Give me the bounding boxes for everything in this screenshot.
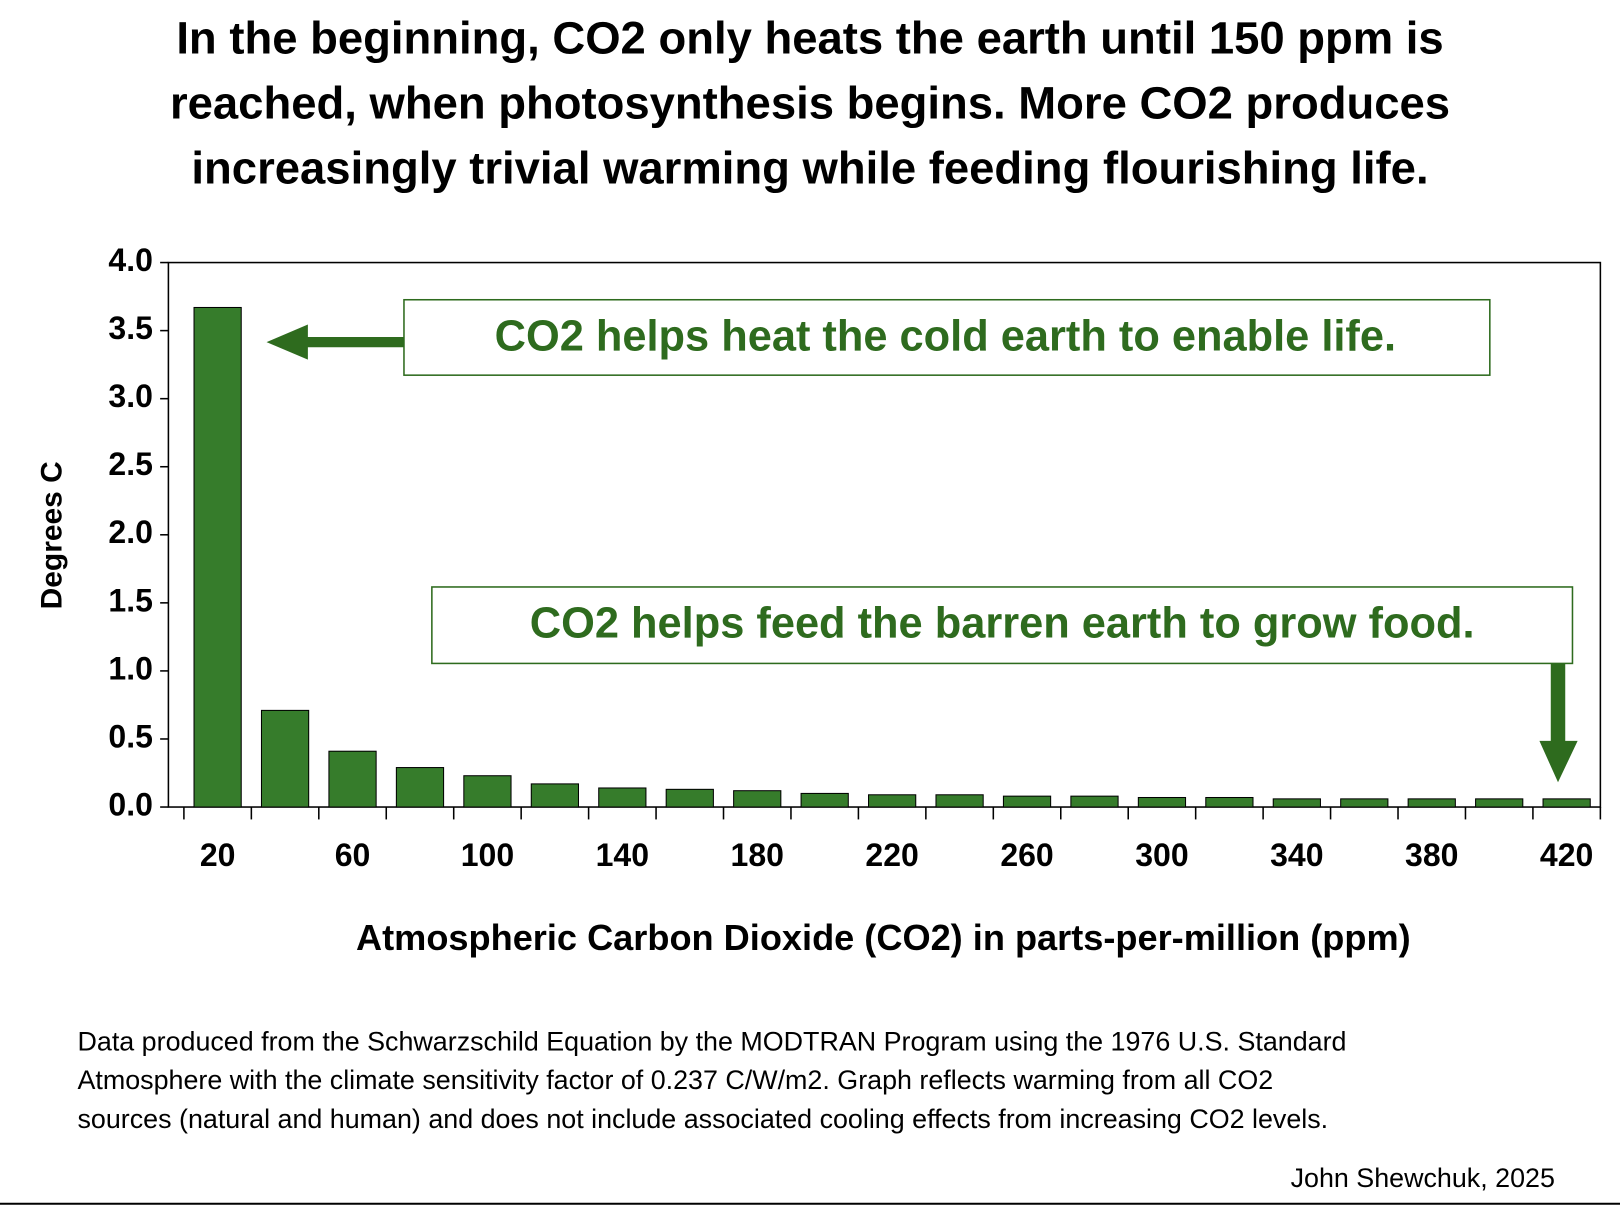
footnote-line: Data produced from the Schwarzschild Equ…	[77, 1027, 1346, 1057]
x-tick-label: 220	[865, 837, 918, 873]
bar	[463, 775, 512, 808]
bar	[1070, 795, 1119, 808]
bar	[1340, 798, 1389, 808]
x-tick-label: 380	[1405, 837, 1458, 873]
y-tick-label: 3.0	[108, 378, 153, 414]
x-tick-label: 340	[1270, 837, 1323, 873]
bar	[665, 788, 714, 808]
bar	[868, 794, 917, 808]
y-tick-label: 2.5	[108, 446, 153, 482]
footnote-line: sources (natural and human) and does not…	[77, 1104, 1328, 1134]
annotation-box	[431, 586, 1574, 665]
bar	[1137, 796, 1187, 808]
annotation: CO2 helps feed the barren earth to grow …	[530, 600, 1475, 648]
y-tick-label: 0.0	[108, 786, 153, 822]
y-axis-label: Degrees C	[36, 461, 69, 609]
title-line: In the beginning, CO2 only heats the ear…	[176, 12, 1443, 63]
x-tick-label: 140	[596, 837, 649, 873]
plot: 0.0 0.5 1.0 1.5 2.0 2.5 3.0 3.5 4.0 20 60 100 140 180…	[108, 242, 1602, 873]
bar	[935, 794, 984, 808]
bar	[598, 787, 647, 808]
annotation: CO2 helps heat the cold earth to enable …	[495, 312, 1396, 360]
credit: John Shewchuk, 2025	[1291, 1163, 1555, 1193]
y-tick-label: 1.0	[108, 650, 153, 686]
title-line: increasingly trivial warming while feedi…	[191, 143, 1428, 194]
bar	[1542, 798, 1591, 808]
bar	[1002, 795, 1052, 808]
bar	[800, 792, 849, 808]
x-tick-label: 60	[335, 837, 371, 873]
footnote-line: Atmosphere with the climate sensitivity …	[77, 1065, 1273, 1095]
arrow	[266, 324, 404, 360]
x-axis-label: Atmospheric Carbon Dioxide (CO2) in part…	[356, 917, 1411, 958]
x-tick-label: 180	[731, 837, 784, 873]
bar	[193, 306, 242, 808]
bar	[1272, 798, 1321, 808]
annotation-box	[403, 298, 1491, 376]
y-tick-label: 2.0	[108, 514, 153, 550]
x-tick-label: 100	[461, 837, 514, 873]
y-tick-label: 1.5	[108, 582, 153, 618]
y-tick-label: 3.5	[108, 310, 153, 346]
bar	[1407, 798, 1456, 808]
bar	[733, 790, 782, 808]
bar	[328, 750, 377, 808]
bar	[260, 709, 310, 808]
x-tick-label: 420	[1540, 837, 1593, 873]
y-tick-label: 0.5	[108, 718, 153, 754]
arrow	[1539, 663, 1578, 783]
bar	[1475, 798, 1524, 808]
y-tick-label: 4.0	[108, 242, 153, 278]
x-tick-label: 260	[1000, 837, 1053, 873]
title-line: reached, when photosynthesis begins. Mor…	[170, 78, 1450, 129]
bar	[395, 767, 445, 808]
bar	[1205, 796, 1254, 808]
x-tick-label: 20	[200, 837, 236, 873]
x-tick-label: 300	[1135, 837, 1188, 873]
bar	[530, 783, 580, 808]
